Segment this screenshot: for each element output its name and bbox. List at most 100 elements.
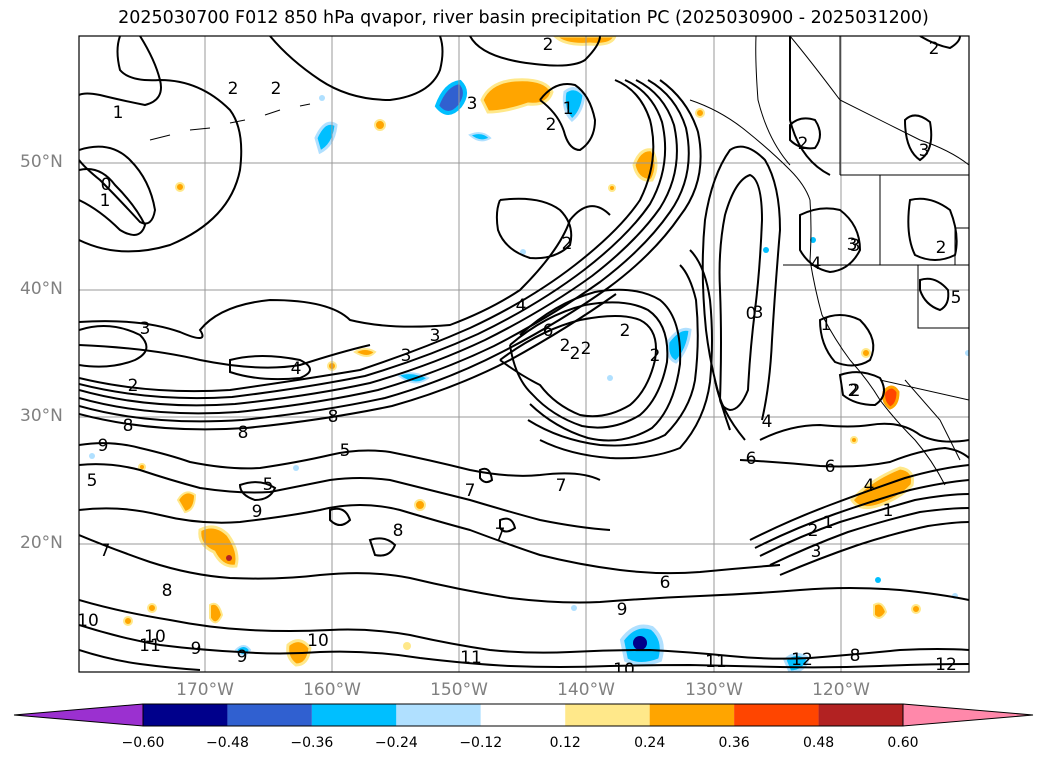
contour-label: 3 xyxy=(753,303,764,323)
anomaly-positive-blob xyxy=(480,78,554,114)
contour-label: 9 xyxy=(617,600,628,620)
colorbar-bin xyxy=(311,704,397,726)
contour-label: 9 xyxy=(191,639,202,659)
anomaly-negative-blob xyxy=(293,465,299,471)
contour-label: 2 xyxy=(929,39,940,59)
contour-label: 3 xyxy=(467,94,478,114)
anomaly-positive-blob xyxy=(353,348,377,357)
contour-label: 5 xyxy=(263,475,274,495)
colorbar-extend-min xyxy=(13,703,144,727)
contour-label: 5 xyxy=(951,288,962,308)
contour-label: 2 xyxy=(546,115,557,135)
contour-label: 1 xyxy=(100,191,111,211)
contour-label: 1 xyxy=(823,513,834,533)
anomaly-positive-blob xyxy=(695,108,705,118)
anomaly-negative-blob xyxy=(571,605,577,611)
contour-label: 3 xyxy=(847,235,858,255)
contour-label: 1 xyxy=(563,99,574,119)
anomaly-positive-blob xyxy=(911,604,921,614)
precip-anomaly-shading xyxy=(89,36,969,672)
contour-label: 10 xyxy=(307,631,329,651)
contour-label: 7 xyxy=(100,541,111,561)
colorbar-tick-label: 0.36 xyxy=(718,735,750,751)
lon-label-170w: 170°W xyxy=(176,680,234,700)
colorbar-bin xyxy=(649,704,735,726)
contour-label: 0 xyxy=(101,175,112,195)
anomaly-positive-blob xyxy=(123,616,133,626)
contour-label: 10 xyxy=(613,660,635,680)
contour-label: 2 xyxy=(808,521,819,541)
colorbar-extend-max xyxy=(902,703,1034,727)
contour-label: 7 xyxy=(556,476,567,496)
lat-label-30n: 30°N xyxy=(20,406,63,426)
contour-label: 11 xyxy=(705,652,727,672)
contour-label: 4 xyxy=(291,359,302,379)
contour-label: 8 xyxy=(850,646,861,666)
contour-label: 6 xyxy=(825,457,836,477)
colorbar-bin xyxy=(143,704,228,726)
anomaly-negative-blob xyxy=(89,453,95,459)
colorbar-bin xyxy=(396,704,481,726)
lon-label-140w: 140°W xyxy=(557,680,615,700)
colorbar-tick-label: 0.48 xyxy=(802,735,835,751)
anomaly-negative-blob xyxy=(810,237,816,243)
contour-label: 4 xyxy=(516,296,527,316)
colorbar-tick-label: −0.12 xyxy=(459,735,503,751)
contour-label: 4 xyxy=(811,254,822,274)
lon-label-150w: 150°W xyxy=(430,680,488,700)
contour-label: 2 xyxy=(798,134,809,154)
contour-label: 2 xyxy=(570,344,581,364)
map-frame xyxy=(78,35,970,673)
contour-label: 1 xyxy=(113,103,124,123)
colorbar-tick-label: 0.24 xyxy=(634,735,666,751)
anomaly-negative-blob xyxy=(434,79,467,115)
contour-label: 2 xyxy=(936,238,947,258)
contour-label: 2 xyxy=(620,321,631,341)
contour-label: 7 xyxy=(495,525,506,545)
colorbar-tick-label: −0.36 xyxy=(290,735,334,751)
anomaly-positive-blob xyxy=(552,36,617,46)
contour-label: 8 xyxy=(123,416,134,436)
coastlines xyxy=(149,36,969,486)
anomaly-positive-blob xyxy=(882,385,900,410)
contour-label: 12 xyxy=(935,655,957,675)
anomaly-negative-blob xyxy=(965,350,969,356)
colorbar xyxy=(13,703,1034,727)
contour-label: 9 xyxy=(252,502,263,522)
contour-label: 9 xyxy=(237,647,248,667)
contour-label: 10 xyxy=(144,627,166,647)
anomaly-positive-blob xyxy=(176,491,197,514)
contour-label: 9 xyxy=(98,436,109,456)
contour-label: 2 xyxy=(850,381,861,401)
contour-label: 3 xyxy=(811,542,822,562)
colorbar-bin xyxy=(565,704,650,726)
anomaly-negative-blob xyxy=(875,577,881,583)
lon-label-130w: 130°W xyxy=(685,680,743,700)
anomaly-positive-blob xyxy=(374,119,386,131)
contour-label: 2 xyxy=(543,35,554,55)
anomaly-negative-blob xyxy=(633,636,647,650)
anomaly-positive-blob xyxy=(175,182,185,192)
contour-label: 2 xyxy=(581,339,592,359)
contour-label: 2 xyxy=(128,376,139,396)
anomaly-negative-blob xyxy=(468,132,492,142)
contour-label: 5 xyxy=(87,471,98,491)
plot-title: 2025030700 F012 850 hPa qvapor, river ba… xyxy=(118,8,929,28)
contour-label: 3 xyxy=(850,236,861,256)
graticule xyxy=(79,36,969,672)
contour-label: 6 xyxy=(543,321,554,341)
lon-label-120w: 120°W xyxy=(812,680,870,700)
lat-label-40n: 40°N xyxy=(20,279,63,299)
colorbar-bin xyxy=(480,704,566,726)
colorbar-bin xyxy=(818,704,903,726)
contour-label: 2 xyxy=(560,336,571,356)
contour-label: 2 xyxy=(562,234,573,254)
anomaly-negative-blob xyxy=(607,375,613,381)
contour-label: 6 xyxy=(746,449,757,469)
contour-label: 8 xyxy=(238,423,249,443)
contour-label: 8 xyxy=(393,521,404,541)
qvapor-contours xyxy=(79,36,969,671)
colorbar-tick-label: −0.48 xyxy=(205,735,249,751)
